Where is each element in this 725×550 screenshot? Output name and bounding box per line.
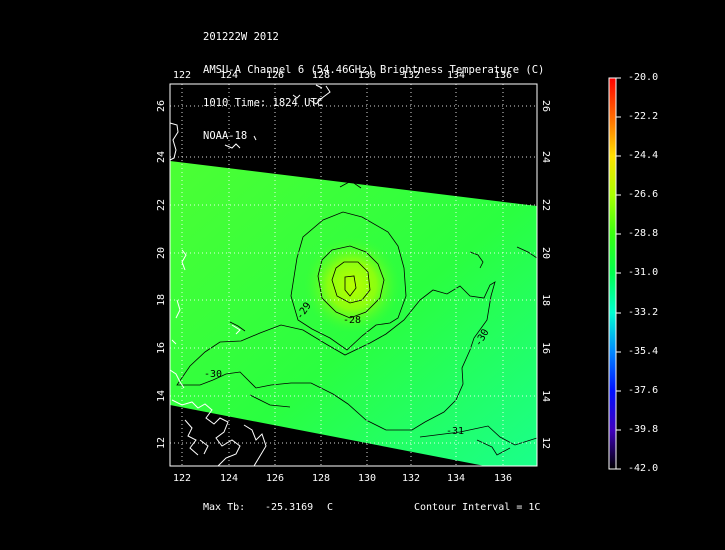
lon-label-top: 136 xyxy=(494,70,512,81)
lon-label-bottom: 136 xyxy=(494,473,512,484)
lon-label-top: 134 xyxy=(447,70,465,81)
colorbar-ticks xyxy=(616,77,621,470)
colorbar-label: -31.0 xyxy=(628,267,659,278)
map-frame xyxy=(169,83,538,467)
lon-label-top: 128 xyxy=(312,70,330,81)
lon-label-top: 132 xyxy=(402,70,420,81)
colorbar-label: -26.6 xyxy=(628,189,659,200)
colorbar xyxy=(608,77,617,470)
warm-core xyxy=(304,237,400,333)
lat-label-right: 22 xyxy=(540,199,551,211)
colorbar-label: -35.4 xyxy=(628,346,659,357)
lon-label-top: 130 xyxy=(358,70,376,81)
colorbar-label: -33.2 xyxy=(628,307,659,318)
lat-label-left: 26 xyxy=(156,100,167,112)
max-tb-unit: C xyxy=(327,502,334,513)
lat-label-right: 20 xyxy=(540,247,551,259)
satellite-name: NOAA-18 xyxy=(203,130,248,142)
colorbar-label: -24.4 xyxy=(628,150,659,161)
contour-label: -30 xyxy=(204,369,222,380)
max-tb-label: Max Tb: xyxy=(203,502,246,513)
colorbar-label: -28.8 xyxy=(628,228,659,239)
colorbar-label: -42.0 xyxy=(628,463,659,474)
lon-label-bottom: 126 xyxy=(266,473,284,484)
lat-label-left: 22 xyxy=(156,199,167,211)
lat-label-left: 18 xyxy=(156,294,167,306)
lon-label-bottom: 130 xyxy=(358,473,376,484)
lat-label-left: 20 xyxy=(156,247,167,259)
contour-interval: Contour Interval = 1C xyxy=(414,502,541,513)
lat-label-right: 12 xyxy=(540,437,551,449)
lon-label-top: 126 xyxy=(266,70,284,81)
lat-label-right: 14 xyxy=(540,390,551,402)
lat-label-left: 14 xyxy=(156,390,167,402)
colorbar-label: -37.6 xyxy=(628,385,659,396)
lat-label-left: 16 xyxy=(156,342,167,354)
lon-label-bottom: 124 xyxy=(220,473,238,484)
lat-label-right: 18 xyxy=(540,294,551,306)
max-tb-value: -25.3169 xyxy=(265,502,314,513)
lat-label-left: 12 xyxy=(156,437,167,449)
contour-label: -31 xyxy=(446,426,464,437)
lat-label-left: 24 xyxy=(156,151,167,163)
lon-label-bottom: 134 xyxy=(447,473,465,484)
product-title: AMSU-A Channel 6 (54.46GHz) Brightness T… xyxy=(203,64,545,76)
colorbar-label: -22.2 xyxy=(628,111,659,122)
colorbar-label: -39.8 xyxy=(628,424,659,435)
lat-label-right: 16 xyxy=(540,342,551,354)
coastlines xyxy=(169,84,331,467)
storm-id: 201222W 2012 xyxy=(203,31,279,43)
lon-label-bottom: 122 xyxy=(173,473,191,484)
contour-label: -28 xyxy=(343,315,361,326)
colorbar-label: -20.0 xyxy=(628,72,659,83)
lat-label-right: 24 xyxy=(540,151,551,163)
lon-label-bottom: 132 xyxy=(402,473,420,484)
lon-label-top: 122 xyxy=(173,70,191,81)
lon-label-bottom: 128 xyxy=(312,473,330,484)
lat-label-right: 26 xyxy=(540,100,551,112)
contour-lines xyxy=(176,180,537,456)
lon-label-top: 124 xyxy=(220,70,238,81)
